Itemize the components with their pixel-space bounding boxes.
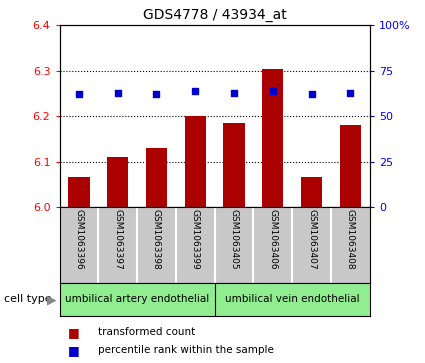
Text: GSM1063399: GSM1063399 (191, 209, 200, 270)
Text: GSM1063406: GSM1063406 (268, 209, 277, 270)
Text: umbilical artery endothelial: umbilical artery endothelial (65, 294, 209, 305)
Text: GSM1063397: GSM1063397 (113, 209, 122, 270)
Point (347, 90, 354, 95)
Text: ■: ■ (68, 344, 80, 357)
Point (231, 90, 238, 95)
Bar (146, 148, 167, 207)
Bar (107, 157, 128, 207)
Bar (262, 69, 283, 207)
Text: GSM1063407: GSM1063407 (307, 209, 316, 270)
Bar (184, 116, 206, 207)
Text: cell type: cell type (4, 294, 52, 305)
Text: GSM1063408: GSM1063408 (346, 209, 355, 270)
Text: umbilical vein endothelial: umbilical vein endothelial (225, 294, 360, 305)
Point (269, 88, 276, 94)
Bar (301, 178, 322, 207)
Text: percentile rank within the sample: percentile rank within the sample (98, 345, 274, 355)
Text: GSM1063398: GSM1063398 (152, 209, 161, 270)
Point (153, 91, 160, 97)
Point (192, 88, 198, 94)
Point (308, 91, 315, 97)
Bar (224, 123, 245, 207)
Text: GSM1063405: GSM1063405 (230, 209, 238, 270)
Title: GDS4778 / 43934_at: GDS4778 / 43934_at (143, 8, 286, 22)
Text: ■: ■ (68, 326, 80, 339)
Point (76, 91, 82, 97)
Text: GSM1063396: GSM1063396 (74, 209, 83, 270)
Bar (340, 125, 361, 207)
Point (114, 90, 121, 95)
Text: ▶: ▶ (47, 293, 57, 306)
Bar (68, 178, 90, 207)
Text: transformed count: transformed count (98, 327, 195, 337)
